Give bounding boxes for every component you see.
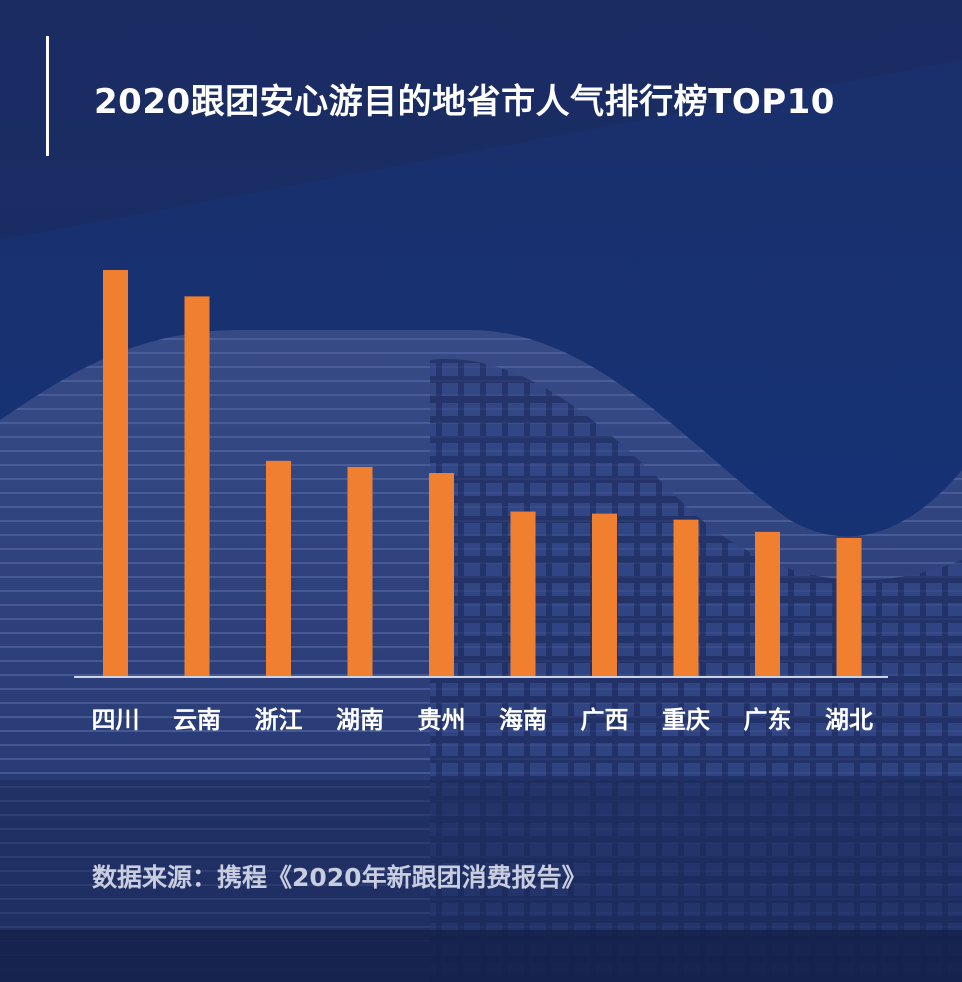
title-accent-bar [46,36,49,156]
x-tick-label: 贵州 [418,706,466,734]
bar-广东 [755,531,780,676]
bar-重庆 [673,519,699,676]
bar-广西 [592,513,617,676]
bar-海南 [510,511,536,676]
x-tick-label: 广东 [744,706,792,734]
bar-云南 [184,296,210,676]
x-tick-label: 海南 [499,706,547,734]
chart-title: 2020跟团安心游目的地省市人气排行榜TOP10 [94,82,835,122]
x-tick-label: 云南 [173,706,221,734]
bar-贵州 [429,473,454,676]
x-tick-label: 重庆 [662,706,710,734]
bar-浙江 [266,460,291,676]
bar-四川 [103,270,128,676]
source-note: 数据来源：携程《2020年新跟团消费报告》 [92,863,587,892]
x-tick-label: 广西 [581,706,629,734]
bar-湖北 [836,537,862,676]
x-tick-label: 四川 [92,706,140,734]
bar-湖南 [347,466,373,676]
x-tick-label: 湖南 [336,706,384,734]
x-tick-label: 浙江 [255,706,303,734]
x-tick-label: 湖北 [825,706,873,734]
